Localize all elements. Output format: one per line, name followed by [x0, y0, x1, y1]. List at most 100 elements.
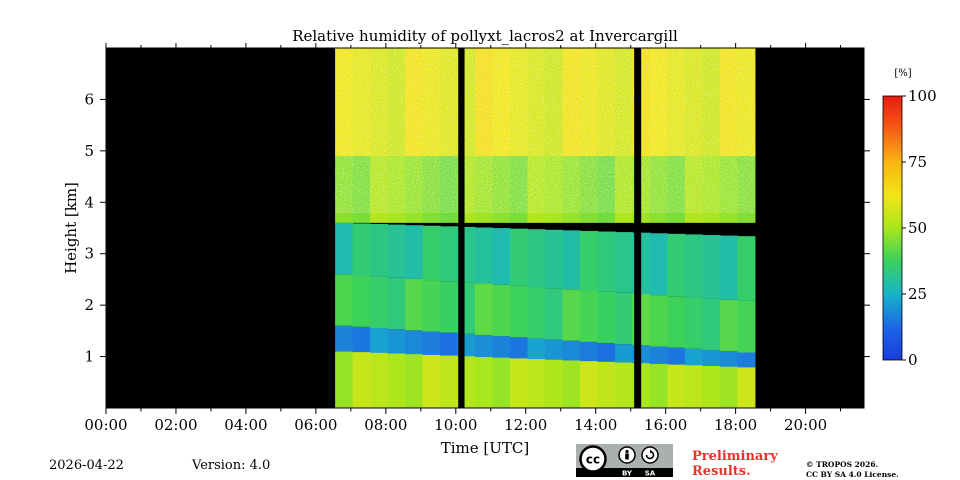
colorbar-tick-label: 25	[908, 285, 927, 303]
heatmap-cell	[719, 351, 738, 367]
heatmap-cell	[475, 334, 494, 357]
heatmap-cell	[352, 351, 371, 408]
heatmap-cell	[614, 292, 634, 345]
heatmap-cell	[440, 332, 459, 356]
heatmap-cell	[475, 227, 494, 284]
heatmap-cell	[544, 351, 564, 408]
y-tick-label: 6	[84, 90, 94, 108]
heatmap-cell	[405, 225, 424, 279]
heatmap-cell	[527, 287, 546, 339]
heatmap-layer	[335, 48, 756, 408]
heatmap-cell	[667, 233, 686, 297]
heatmap-cell	[492, 336, 511, 358]
heatmap-cell	[702, 350, 721, 366]
heatmap-cell	[702, 298, 721, 351]
heatmap-cell	[387, 277, 406, 330]
heatmap-cell	[492, 351, 511, 408]
heatmap-cell	[597, 231, 616, 292]
x-tick-label: 16:00	[644, 416, 687, 434]
heatmap-cell	[492, 228, 511, 285]
colorbar-tick-label: 0	[908, 351, 918, 369]
cc-license-badge: cc BY SA	[576, 444, 673, 477]
data-gap	[634, 48, 642, 408]
heatmap-cell	[667, 347, 686, 365]
heatmap-cell	[737, 300, 756, 353]
colorbar-tick-label: 100	[908, 87, 937, 105]
y-tick-label: 1	[84, 348, 94, 366]
heatmap-cell	[684, 234, 703, 298]
heatmap-cell	[737, 352, 756, 368]
heatmap-cell	[387, 224, 406, 278]
heatmap-cell	[527, 351, 546, 408]
colorbar-tick-label: 50	[908, 219, 927, 237]
footer-date: 2026-04-22	[49, 458, 124, 473]
noise-speckle	[335, 48, 755, 213]
share-alike-icon	[641, 446, 659, 464]
colorbar-ticks: 0 25 50 75 100	[902, 87, 937, 369]
heatmap-cell	[510, 228, 529, 286]
heatmap-cell	[684, 351, 703, 408]
x-tick-label: 10:00	[434, 416, 477, 434]
x-tick-label: 12:00	[504, 416, 547, 434]
heatmap-cell	[562, 230, 581, 290]
heatmap-cell	[649, 346, 669, 364]
heatmap-cell	[370, 224, 389, 277]
heatmap-cell	[579, 230, 599, 291]
x-tick-label: 14:00	[574, 416, 617, 434]
y-axis: 1 2 3 4 5 6	[84, 90, 870, 366]
heatmap-cell	[579, 341, 599, 362]
heatmap-cell	[370, 351, 389, 408]
heatmap-cell	[527, 229, 546, 288]
y-tick-label: 3	[84, 245, 94, 263]
heatmap-cell	[510, 285, 529, 338]
heatmap-cell	[405, 278, 424, 331]
heatmap-cell	[370, 276, 389, 329]
heatmap-cell	[405, 330, 424, 355]
copyright-notice: © TROPOS 2026. CC BY SA 4.0 License.	[806, 460, 899, 480]
heatmap-cell	[510, 337, 529, 359]
heatmap-cell	[649, 351, 669, 408]
heatmap-cell	[475, 283, 494, 335]
heatmap-cell	[440, 281, 459, 333]
heatmap-cell	[597, 343, 616, 362]
heatmap-cell	[387, 351, 406, 408]
heatmap-cell	[614, 232, 634, 293]
x-tick-label: 18:00	[714, 416, 757, 434]
badge-by-label: BY	[622, 470, 633, 478]
heatmap-cell	[422, 351, 441, 408]
heatmap-cell	[562, 351, 581, 408]
heatmap-cell	[667, 296, 686, 348]
heatmap-cell	[562, 340, 581, 361]
preliminary-notice: Preliminary Results.	[692, 449, 778, 479]
heatmap-cell	[387, 329, 406, 354]
heatmap-cell	[614, 344, 634, 363]
heatmap-cell	[702, 235, 721, 299]
heatmap-cell	[614, 351, 634, 408]
heatmap-cell	[370, 328, 389, 353]
heatmap-cell	[352, 326, 371, 353]
x-tick-label: 04:00	[224, 416, 267, 434]
heatmap-cell	[667, 351, 686, 408]
x-tick-label: 20:00	[784, 416, 827, 434]
heatmap-cell	[352, 223, 371, 276]
copyright-line-2: CC BY SA 4.0 License.	[806, 470, 899, 479]
y-tick-label: 2	[84, 296, 94, 314]
heatmap-cell	[335, 274, 354, 326]
heatmap-cell	[649, 295, 669, 347]
cc-icon-text: cc	[586, 453, 600, 467]
x-tick-label: 02:00	[154, 416, 197, 434]
heatmap-cell	[440, 226, 459, 282]
heatmap-cell	[352, 275, 371, 327]
cc-icon	[579, 445, 607, 473]
heatmap-cell	[719, 235, 738, 300]
x-axis: 00:00 02:00 04:00 06:00 08:00 10:00 12:00 14:00…	[84, 43, 842, 434]
colorbar	[882, 95, 903, 361]
heatmap-cell	[422, 280, 441, 332]
data-gap	[458, 48, 465, 408]
heatmap-cell	[579, 351, 599, 408]
plot-frame	[105, 47, 865, 409]
preliminary-line-1: Preliminary	[692, 449, 778, 464]
x-tick-label: 06:00	[294, 416, 337, 434]
heatmap-cell	[544, 339, 564, 360]
